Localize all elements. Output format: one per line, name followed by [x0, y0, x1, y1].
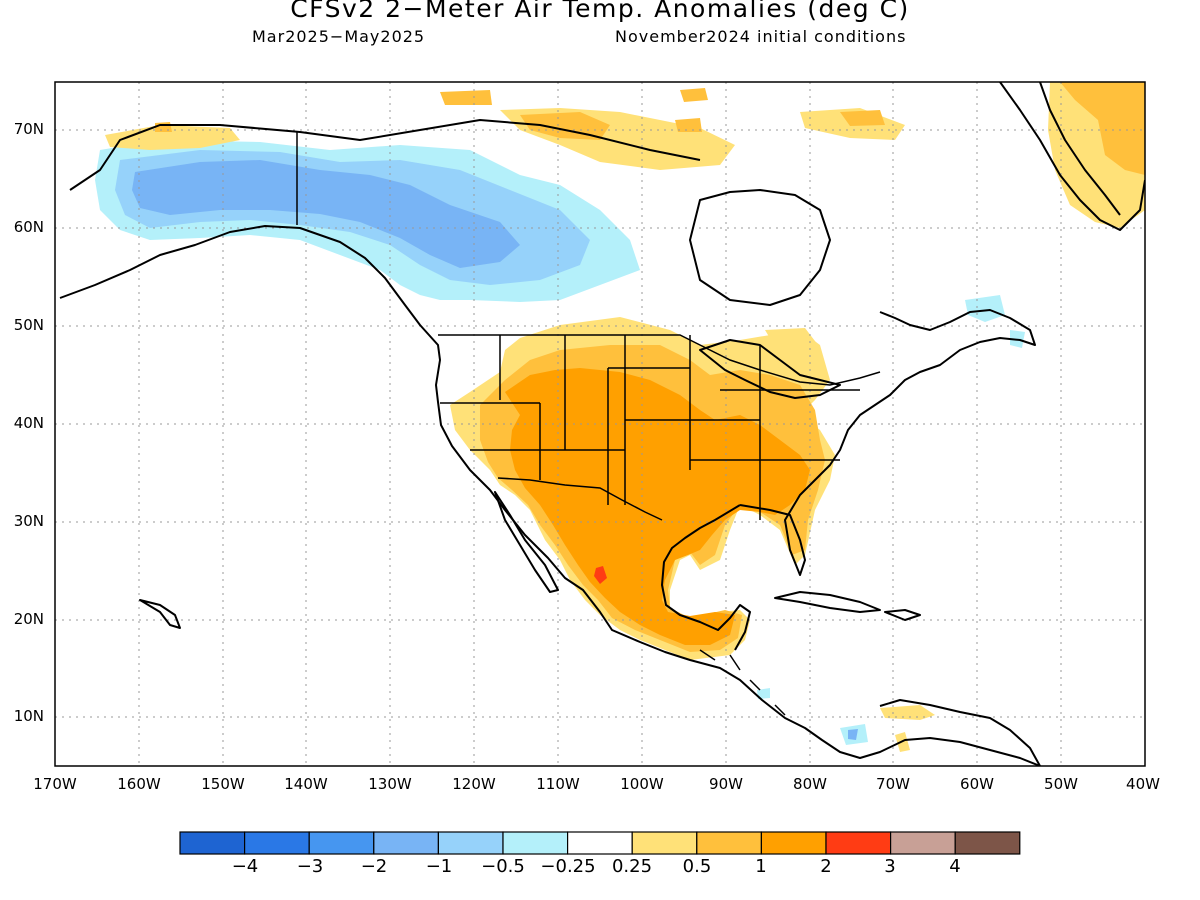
us-canada-border [438, 334, 881, 386]
colorbar-swatch [502, 831, 569, 855]
map-title: CFSv2 2−Meter Air Temp. Anomalies (deg C… [290, 0, 910, 23]
colorbar-swatch [825, 831, 892, 855]
colorbar-swatch [760, 831, 827, 855]
lon-label-50w: 50W [1044, 775, 1078, 793]
lon-label-170w: 170W [33, 775, 77, 793]
colorbar-swatch [308, 831, 375, 855]
lon-label-90w: 90W [709, 775, 743, 793]
lat-label-40n: 40N [13, 414, 44, 432]
warm-anomaly-moderate [675, 118, 702, 132]
colorbar-swatch [631, 831, 698, 855]
colorbar-label: −1 [425, 856, 453, 877]
warm-anomaly-weak [880, 705, 935, 720]
lon-label-100w: 100W [620, 775, 664, 793]
lat-label-50n: 50N [13, 316, 44, 334]
warm-anomaly-moderate [1060, 82, 1145, 175]
lat-label-70n: 70N [13, 120, 44, 138]
lon-label-70w: 70W [876, 775, 910, 793]
political-borders [296, 132, 881, 716]
colorbar-label: −0.5 [481, 856, 525, 877]
colorbar-label: 4 [949, 856, 961, 877]
lon-label-40w: 40W [1126, 775, 1160, 793]
warm-anomaly-moderate [840, 110, 885, 126]
colorbar-label: 2 [820, 856, 832, 877]
cuba-coast [774, 591, 881, 613]
colorbar-label: −4 [231, 856, 259, 877]
us-mexico-border [497, 477, 663, 521]
lat-label-60n: 60N [13, 218, 44, 236]
initial-conditions: November2024 initial conditions [615, 27, 907, 46]
lon-label-130w: 130W [368, 775, 412, 793]
colorbar-swatch [179, 831, 246, 855]
cold-anomaly-weak [757, 688, 770, 699]
colorbar-swatch [437, 831, 504, 855]
lat-lon-grid [55, 82, 1145, 766]
cold-anomaly-moderate [848, 729, 858, 740]
lon-label-140w: 140W [284, 775, 328, 793]
hawaii-coast [139, 599, 181, 629]
arctic-coast [69, 119, 701, 191]
lon-label-120w: 120W [452, 775, 496, 793]
warm-anomaly-moderate [440, 90, 492, 105]
lon-label-160w: 160W [117, 775, 161, 793]
south-america-coast [879, 699, 1041, 766]
warm-anomaly-moderate [155, 122, 172, 132]
lat-label-30n: 30N [13, 512, 44, 530]
colorbar-label: 0.25 [611, 856, 653, 877]
north-america-coastline [59, 225, 1041, 766]
us-state-lines [440, 335, 860, 520]
gulf-coast [661, 504, 751, 651]
colorbar-label: −3 [296, 856, 324, 877]
atlantic-coast [739, 309, 1036, 576]
colorbar-label: 1 [755, 856, 767, 877]
colorbar-label: 3 [884, 856, 896, 877]
cold-anomaly-strong [132, 160, 520, 268]
warm-anomaly-strong [505, 368, 810, 645]
lat-label-10n: 10N [13, 707, 44, 725]
greenland-west-coast [1039, 82, 1121, 216]
colorbar-label: −2 [360, 856, 388, 877]
central-america-borders [699, 649, 786, 716]
colorbar [179, 831, 1021, 855]
forecast-period: Mar2025−May2025 [252, 27, 426, 46]
greenland-coast [999, 82, 1145, 231]
lon-label-150w: 150W [201, 775, 245, 793]
map-area [55, 82, 1145, 766]
cold-anomaly-weak [965, 295, 1005, 322]
map-frame [54, 81, 1146, 767]
colorbar-label: 0.5 [682, 856, 712, 877]
lon-label-110w: 110W [536, 775, 580, 793]
hispaniola-coast [884, 609, 921, 621]
warm-anomaly-moderate [520, 112, 610, 140]
baja-coast [494, 491, 559, 593]
colorbar-swatch [696, 831, 762, 855]
lat-label-20n: 20N [13, 610, 44, 628]
lon-label-60w: 60W [960, 775, 994, 793]
hudson-bay-coast [689, 189, 831, 306]
warm-anomaly-extreme [594, 566, 607, 584]
colorbar-swatch [244, 831, 310, 855]
colorbar-label: −0.25 [540, 856, 596, 877]
colorbar-swatch [954, 831, 1021, 855]
colorbar-swatch [566, 831, 633, 855]
coastlines [59, 82, 1145, 766]
warm-anomaly-weak [765, 328, 818, 362]
warm-anomaly-moderate [680, 88, 708, 102]
colorbar-swatch [373, 831, 439, 855]
colorbar-swatch [889, 831, 956, 855]
lon-label-80w: 80W [793, 775, 827, 793]
